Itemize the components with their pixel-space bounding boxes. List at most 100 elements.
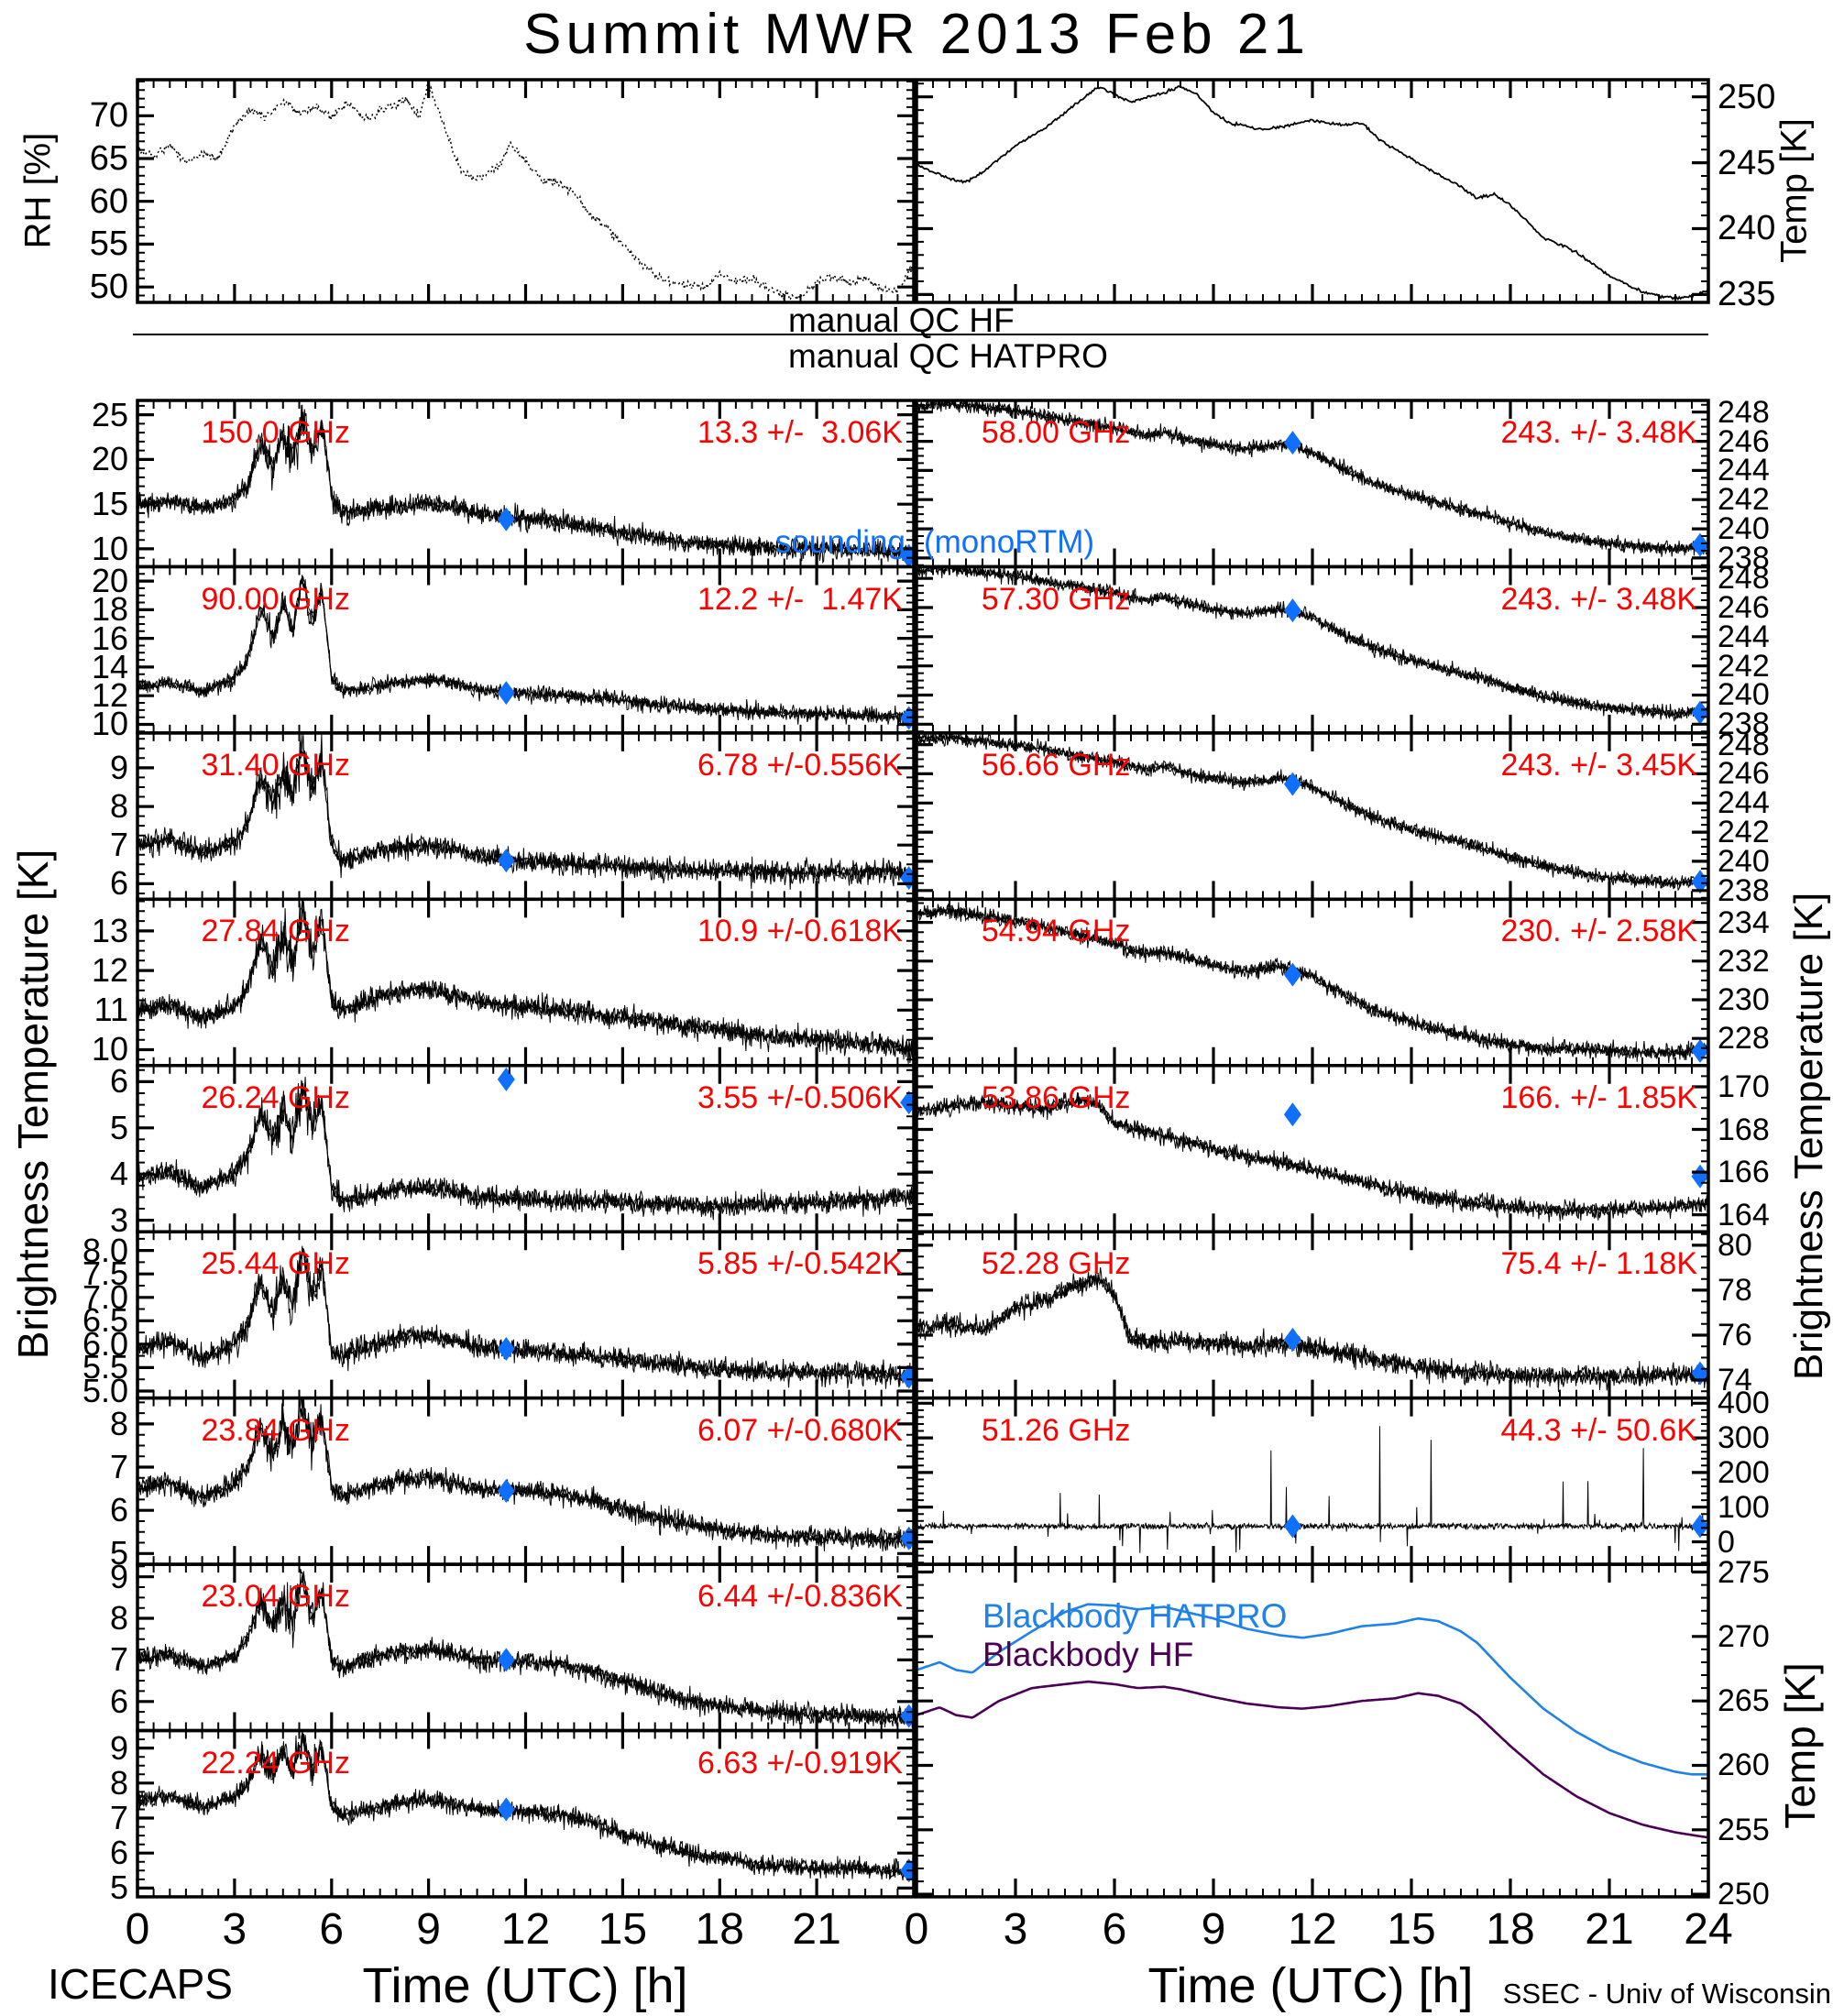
data-series (917, 1426, 1707, 1553)
y-tick-label: 50 (89, 268, 128, 307)
data-series (138, 900, 913, 1065)
x-tick-label-right: 18 (1486, 1905, 1535, 1954)
data-series (917, 734, 1707, 889)
y-tick-label: 5.0 (82, 1371, 128, 1409)
y-tick-label: 166 (1718, 1155, 1770, 1190)
y-tick-label: 20 (91, 562, 128, 600)
sounding-diamond-marker (1283, 598, 1301, 623)
retrieval-annotation-bt5494: 230. +/- 2.58K (1500, 914, 1697, 949)
data-series (917, 1603, 1707, 1776)
y-tick-label: 55 (89, 225, 128, 264)
y-tick-label: 7 (109, 1640, 128, 1679)
y-tick-label: 248 (1718, 727, 1770, 762)
y-tick-label: 6 (109, 1491, 128, 1529)
retrieval-annotation-bt5800: 243. +/- 3.48K (1500, 415, 1697, 451)
data-series (917, 902, 1707, 1064)
y-tick-label: 0 (1718, 1524, 1735, 1560)
y-tick-label: 100 (1718, 1489, 1770, 1525)
y-tick-label: 5 (109, 1108, 128, 1146)
y-tick-label: 11 (93, 991, 128, 1029)
x-tick-label-left: 15 (598, 1905, 648, 1954)
y-tick-label: 250 (1718, 77, 1776, 116)
freq-label-bt2304: 23.04 GHz (201, 1579, 350, 1615)
y-tick-label: 8.0 (82, 1231, 128, 1269)
y-tick-label: 7.5 (82, 1255, 128, 1293)
y-tick-label: 242 (1718, 815, 1770, 850)
panel-data-bt2224 (138, 1732, 913, 1881)
data-series (138, 1077, 913, 1221)
y-tick-label: 6 (109, 1682, 128, 1720)
y-tick-label: 242 (1718, 482, 1770, 518)
y-tick-label: 12 (91, 951, 128, 990)
minor-ticks (137, 732, 914, 900)
y-tick-label: 8 (109, 1763, 128, 1802)
major-ticks (915, 80, 1710, 302)
y-tick-label: 164 (1718, 1197, 1770, 1233)
data-series (138, 734, 913, 890)
y-tick-label: 10 (91, 529, 128, 567)
x-tick-label-right: 15 (1387, 1905, 1436, 1954)
data-series (917, 1091, 1707, 1222)
panel-frame (136, 1728, 916, 1899)
y-tick-label: 70 (89, 96, 128, 136)
y-tick-label: 265 (1718, 1683, 1770, 1719)
y-tick-label: 246 (1718, 590, 1770, 625)
freq-label-bt90: 90.00 GHz (201, 581, 350, 617)
minor-ticks (916, 566, 1708, 733)
y-tick-label: 13 (91, 911, 128, 949)
sounding-diamond-marker (497, 1336, 515, 1361)
data-series (917, 1274, 1707, 1384)
freq-label-bt5800: 58.00 GHz (981, 415, 1131, 451)
y-tick-label: 6.5 (82, 1301, 128, 1340)
y-tick-label: 300 (1718, 1420, 1770, 1456)
sounding-diamond-marker (497, 1648, 515, 1672)
sounding-diamond-marker (1691, 1164, 1709, 1189)
panel-data-bt5126 (917, 1426, 1707, 1553)
sounding-diamond-marker (1283, 1102, 1301, 1127)
freq-label-bt5228: 52.28 GHz (981, 1246, 1131, 1282)
sounding-legend-label: sounding (774, 524, 906, 560)
y-tick-label: 3 (109, 1200, 128, 1239)
bt-right-axis-label: Brightness Temperature [K] (1786, 892, 1831, 1381)
panel-data-blackbody (917, 1603, 1707, 1839)
x-tick-label-right: 0 (904, 1905, 929, 1954)
retrieval-annotation-bt90: 12.2 +/- 1.47K (697, 581, 903, 617)
y-tick-label: 9 (109, 1557, 128, 1595)
freq-label-bt3140: 31.40 GHz (201, 748, 350, 783)
data-series (138, 1569, 913, 1728)
retrieval-annotation-bt5126: 44.3 +/- 50.6K (1500, 1412, 1697, 1448)
y-tick-label: 9 (109, 1728, 128, 1767)
freq-label-bt2784: 27.84 GHz (201, 914, 350, 949)
y-tick-label: 4 (109, 1155, 128, 1193)
y-tick-label: 238 (1718, 540, 1770, 575)
minor-ticks (916, 1232, 1708, 1398)
y-tick-label: 5 (109, 1868, 128, 1907)
y-tick-label: 7.0 (82, 1277, 128, 1316)
panel-data-bt2784 (138, 900, 913, 1065)
sounding-diamond-marker (497, 1067, 515, 1091)
minor-ticks (137, 1564, 914, 1731)
y-tick-label: 65 (89, 138, 128, 178)
panel-data-bt5800 (917, 401, 1707, 557)
panel-frame (136, 78, 916, 304)
data-series (917, 401, 1707, 557)
temp-top-axis-label: Temp [K] (1773, 118, 1815, 263)
y-tick-label: 8 (109, 1599, 128, 1638)
time-axis-label-right: Time (UTC) [h] (1147, 1958, 1474, 2013)
y-tick-label: 400 (1718, 1386, 1770, 1421)
panel-data-bt5386 (917, 1091, 1707, 1222)
y-tick-label: 244 (1718, 619, 1770, 654)
freq-label-bt5494: 54.94 GHz (981, 914, 1131, 949)
x-tick-label-left: 9 (416, 1905, 441, 1954)
sounding-diamond-marker (497, 1478, 515, 1503)
retrieval-annotation-bt5228: 75.4 +/- 1.18K (1500, 1246, 1697, 1282)
y-tick-label: 244 (1718, 785, 1770, 821)
y-tick-label: 5 (109, 1534, 128, 1572)
minor-ticks (137, 565, 914, 733)
panel-data-bt2384 (138, 1399, 913, 1552)
y-tick-label: 230 (1718, 982, 1770, 1018)
y-tick-label: 14 (91, 647, 128, 685)
y-tick-label: 240 (1718, 209, 1776, 248)
retrieval-annotation-bt2544: 5.85 +/-0.542K (697, 1246, 903, 1282)
time-axis-label-left: Time (UTC) [h] (362, 1958, 688, 2013)
